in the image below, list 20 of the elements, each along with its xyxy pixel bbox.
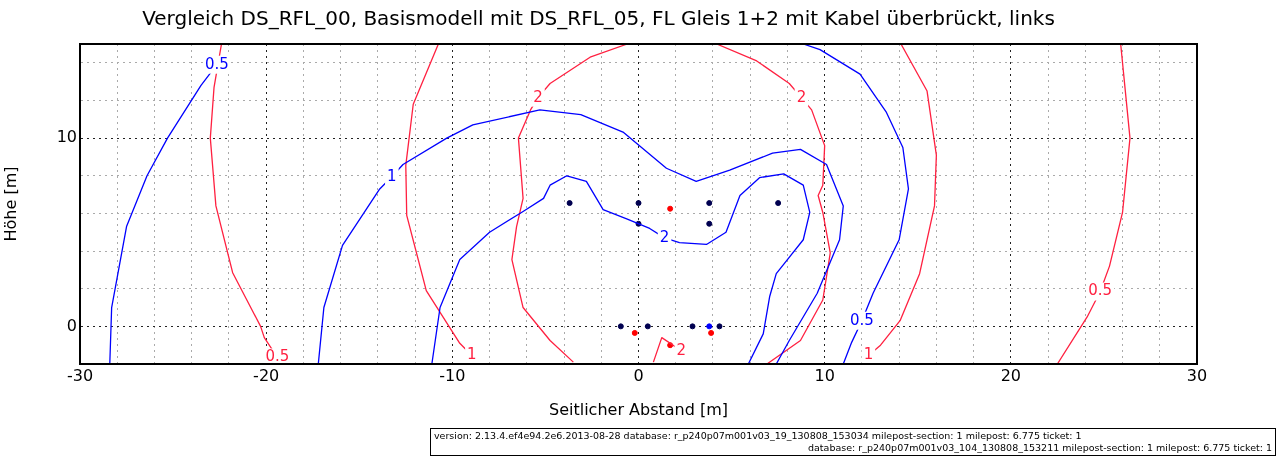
y-axis-title: Höhe [m] bbox=[0, 166, 20, 242]
x-tick-label: 30 bbox=[1186, 365, 1208, 385]
x-axis-title: Seitlicher Abstand [m] bbox=[548, 399, 729, 419]
annotation: 1 bbox=[387, 166, 397, 185]
annotation: 2 bbox=[676, 340, 687, 359]
x-tick-label: 20 bbox=[1000, 365, 1022, 385]
annotation: 2 bbox=[796, 87, 807, 106]
x-tick-label: 10 bbox=[814, 365, 835, 385]
x-tick-label: -30 bbox=[66, 365, 94, 385]
annotation: 0.5 bbox=[265, 347, 290, 366]
annotation: 1 bbox=[863, 345, 874, 364]
chart-title: Vergleich DS_RFL_00, Basismodell mit DS_RFL_05, FL Gleis 1+2 mit Kabel überbrückt, links bbox=[142, 6, 1055, 31]
text: database: r_p240p07m001v03_104_130808_153211 milepost-section: 1 milepost: 6.775 ticket: 1 bbox=[807, 442, 1272, 454]
text: version: 2.13.4.ef4e94.2e6.2013-08-28 database: r_p240p07m001v03_19_130808_153034 milepost-section: 1 milepost: 6.775 ticket: 1 bbox=[434, 430, 1083, 442]
annotation: 1 bbox=[467, 345, 477, 364]
x-tick-label: 0 bbox=[633, 365, 644, 385]
x-tick-label: -20 bbox=[253, 365, 280, 385]
annotation: 2 bbox=[659, 227, 670, 246]
annotation: 2 bbox=[533, 87, 543, 106]
x-tick-label: -10 bbox=[439, 365, 466, 385]
